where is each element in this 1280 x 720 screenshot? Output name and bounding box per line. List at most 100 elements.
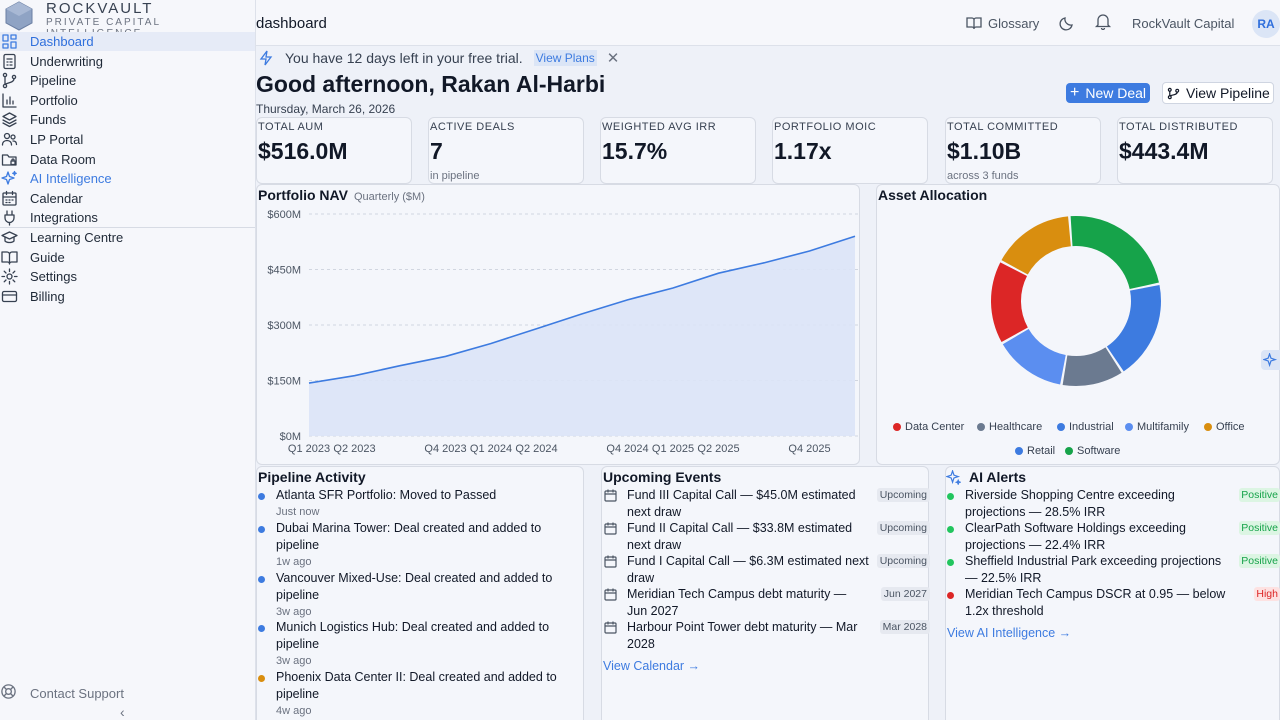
sidebar-item-dashboard[interactable]: Dashboard <box>0 32 255 51</box>
avatar[interactable]: RA <box>1252 10 1280 38</box>
y-tick-label: $300M <box>267 320 301 332</box>
sparkles-icon <box>1263 352 1278 367</box>
sidebar-item-calendar[interactable]: Calendar <box>0 189 255 208</box>
collapse-sidebar-button[interactable]: ‹ <box>120 704 125 720</box>
activity-text: Atlanta SFR Portfolio: Moved to Passed <box>276 488 497 502</box>
kpi-value: $516.0M <box>258 138 348 164</box>
status-dot <box>258 625 265 632</box>
sidebar-item-integrations[interactable]: Integrations <box>0 208 255 227</box>
alert-dot <box>947 592 954 599</box>
kpi-subtext: in pipeline <box>430 170 480 182</box>
kpi-value: 15.7% <box>602 138 668 164</box>
folder-lock-icon <box>0 150 18 168</box>
donut-slice-software[interactable] <box>1070 216 1159 290</box>
legend-label: Office <box>1216 421 1245 433</box>
alert-severity-badge: High <box>1254 587 1280 601</box>
brand-name: ROCKVAULT <box>46 0 154 17</box>
view-pipeline-button[interactable]: View Pipeline <box>1162 82 1274 104</box>
current-date: Thursday, March 26, 2026 <box>256 102 396 116</box>
donut-slice-office[interactable] <box>1001 216 1071 275</box>
sidebar-item-pipeline[interactable]: Pipeline <box>0 71 255 90</box>
allocation-title: Asset Allocation <box>878 187 988 203</box>
sidebar-item-portfolio[interactable]: Portfolio <box>0 91 255 110</box>
view-calendar-link[interactable]: View Calendar → <box>603 659 701 673</box>
org-name[interactable]: RockVault Capital <box>1132 16 1235 31</box>
pipeline-activity-panel: Pipeline Activity Atlanta SFR Portfolio:… <box>256 466 584 720</box>
kpi-label: Weighted Avg IRR <box>602 121 717 133</box>
event-text: Harbour Point Tower debt maturity — Mar … <box>627 620 858 651</box>
status-dot <box>258 526 265 533</box>
kpi-card-active-deals: Active Deals 7 in pipeline <box>428 117 584 184</box>
kpi-value: $443.4M <box>1119 138 1209 164</box>
new-deal-button[interactable]: + New Deal <box>1066 83 1150 103</box>
legend-swatch <box>1204 423 1212 431</box>
x-tick-label: Q2 2023 <box>333 443 375 455</box>
plus-icon: + <box>1070 84 1080 101</box>
nav-chart-title: Portfolio NAV Quarterly ($M) <box>258 187 425 203</box>
activity-time: Just now <box>276 506 320 518</box>
activity-text: Vancouver Mixed-Use: Deal created and ad… <box>276 571 553 602</box>
kpi-label: Total Distributed <box>1119 121 1238 133</box>
x-tick-label: Q4 2023 <box>424 443 466 455</box>
x-tick-label: Q1 2024 <box>470 443 512 455</box>
event-badge: Upcoming <box>876 521 930 535</box>
brand-logo[interactable]: ROCKVAULT PRIVATE CAPITAL INTELLIGENCE <box>2 0 252 39</box>
glossary-button[interactable]: Glossary <box>966 15 1039 31</box>
sidebar-item-label: Calendar <box>30 190 83 206</box>
nav-area-chart: $0M $150M $300M $450M $600M Q1 2023 Q2 2023 Q4 … <box>267 209 859 455</box>
moon-icon[interactable] <box>1059 15 1075 31</box>
trial-text: You have 12 days left in your free trial… <box>285 50 523 66</box>
sidebar-item-label: Settings <box>30 269 77 285</box>
alert-text: ClearPath Software Holdings exceeding pr… <box>965 521 1186 552</box>
event-text: Meridian Tech Campus debt maturity — Jun… <box>627 587 847 618</box>
sidebar-item-underwriting[interactable]: Underwriting <box>0 52 255 71</box>
calendar-icon <box>604 489 617 502</box>
page-title: dashboard <box>256 15 327 32</box>
event-badge: Jun 2027 <box>880 587 930 601</box>
contact-support-link[interactable]: Contact Support <box>0 684 124 702</box>
kpi-card-total-aum: Total AUM $516.0M <box>256 117 412 184</box>
x-tick-label: Q2 2025 <box>697 443 739 455</box>
activity-time: 3w ago <box>276 606 312 618</box>
x-tick-label: Q4 2024 <box>606 443 648 455</box>
donut-slice-healthcare[interactable] <box>1062 347 1122 386</box>
kpi-card-portfolio-moic: Portfolio MOIC 1.17x <box>772 117 928 184</box>
alert-severity-badge: Positive <box>1239 521 1280 535</box>
bell-icon[interactable] <box>1094 12 1112 30</box>
close-icon[interactable]: ✕ <box>606 50 620 67</box>
ai-alerts-panel: AI Alerts View AI Intelligence → Riversi… <box>945 466 1280 720</box>
y-tick-label: $0M <box>280 431 301 443</box>
kpi-card-total-distributed: Total Distributed $443.4M <box>1117 117 1273 184</box>
legend-label: Multifamily <box>1137 421 1189 433</box>
calendar-icon <box>0 189 18 207</box>
sidebar-item-billing[interactable]: Billing <box>0 287 255 306</box>
event-text: Fund I Capital Call — $6.3M estimated ne… <box>627 554 869 585</box>
sidebar-item-funds[interactable]: Funds <box>0 110 255 129</box>
legend-swatch <box>893 423 901 431</box>
donut-slice-industrial[interactable] <box>1106 285 1161 372</box>
activity-time: 3w ago <box>276 655 312 667</box>
x-tick-label: Q4 2025 <box>788 443 830 455</box>
sidebar-item-ai-intelligence[interactable]: AI Intelligence <box>0 169 255 188</box>
x-tick-label: Q1 2023 <box>288 443 330 455</box>
contact-support-label: Contact Support <box>30 685 124 701</box>
alert-severity-badge: Positive <box>1239 488 1280 502</box>
pipeline-activity-title: Pipeline Activity <box>258 469 366 485</box>
lightning-icon <box>259 50 273 66</box>
sidebar-item-label: AI Intelligence <box>30 171 112 187</box>
status-dot <box>258 675 265 682</box>
sidebar-item-settings[interactable]: Settings <box>0 267 255 286</box>
ai-assistant-button[interactable] <box>1261 350 1280 370</box>
trial-banner: You have 12 days left in your free trial… <box>256 47 1280 69</box>
view-plans-link[interactable]: View Plans <box>533 50 597 66</box>
donut-slice-data-center[interactable] <box>991 262 1028 343</box>
y-tick-label: $600M <box>267 209 301 221</box>
donut-slice-multifamily[interactable] <box>1002 328 1066 385</box>
sidebar-item-guide[interactable]: Guide <box>0 248 255 267</box>
sidebar-item-data-room[interactable]: Data Room <box>0 150 255 169</box>
sidebar-item-lp-portal[interactable]: LP Portal <box>0 130 255 149</box>
calendar-icon <box>604 555 617 568</box>
view-ai-intelligence-link[interactable]: View AI Intelligence → <box>947 626 1072 640</box>
sidebar-item-learning-centre[interactable]: Learning Centre <box>0 228 255 247</box>
event-text: Fund II Capital Call — $33.8M estimated … <box>627 521 853 552</box>
